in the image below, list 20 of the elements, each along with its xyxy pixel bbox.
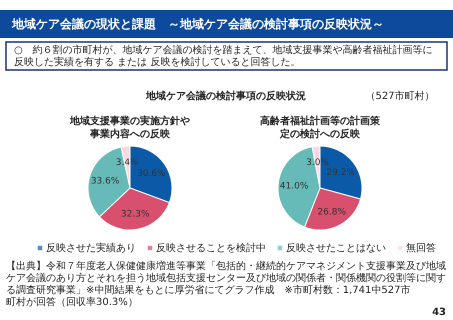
data-label: 41.0%: [280, 182, 309, 192]
data-label: 32.3%: [120, 210, 150, 220]
text: 43: [432, 307, 446, 318]
legend-label: 反映させた実績あり: [46, 242, 136, 254]
chart-title: 地域支援事業の実施方針や事業内容への反映: [69, 115, 190, 140]
legend-label: 反映させることを検討中: [156, 242, 266, 254]
data-label: 30.6%: [137, 169, 166, 180]
text: 【出典】令和７年度老人保健健康増進等事業「包括的・継続的ケアマネジメント支援事業及び地域ケア会議のあり方とそれを担う地域包括支援センター及び地域の関係者・関係機関の役割等に関する調査研究事業」※中間結果をもとに厚労省にてグラフ作成 ※市町村数：1,741中527市町村が回答（回収率30.3%）: [6, 260, 446, 308]
data-label: 29.2%: [326, 168, 356, 178]
text: ○ 約６割の市町村が、地域ケア会議の検討を踏まえて、地域支援事業や高齢者福祉計画等に反映した実績を有する または 反映を検討していると回答した。: [14, 44, 433, 68]
text: （527市町村）: [365, 90, 435, 102]
data-label: 33.6%: [90, 176, 120, 186]
chart-title: 高齢者福祉計画等の計画策定の検討への反映: [260, 115, 381, 140]
text: 地域ケア会議の検討事項の反映状況: [145, 90, 306, 102]
data-label: 3.4%: [116, 158, 140, 168]
data-label: 3.0%: [306, 158, 330, 168]
text: 地域ケア会議の現状と課題 ～地域ケア会議の検討事項の反映状況～: [11, 17, 384, 31]
legend-label: 無回答: [406, 242, 436, 254]
legend-label: 反映させたことはない: [286, 242, 386, 254]
data-label: 26.8%: [317, 207, 346, 218]
